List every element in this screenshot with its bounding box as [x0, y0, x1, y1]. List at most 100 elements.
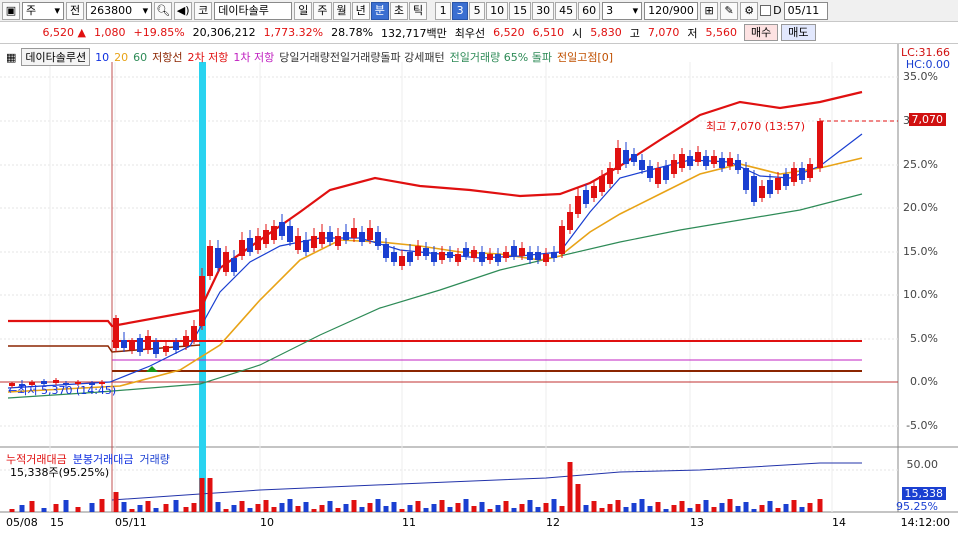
volume-bar [207, 478, 213, 512]
candle [743, 168, 749, 190]
candle [383, 244, 389, 258]
candle [255, 236, 261, 250]
volume-bar [351, 500, 357, 512]
sell-button[interactable]: 매도 [781, 24, 816, 41]
chart-menu-icon[interactable]: ▣ [2, 1, 20, 20]
volume-bar [63, 500, 69, 512]
speaker-icon[interactable]: ◀) [174, 1, 193, 20]
stock-name-field[interactable]: 데이타솔루 [214, 1, 293, 20]
volume-bar [567, 462, 573, 512]
candle [121, 340, 127, 348]
lc-value: LC:31.66 [900, 46, 950, 59]
search-icon[interactable]: 🔍︎ [154, 1, 173, 20]
volume-bar [359, 507, 365, 512]
buy-button[interactable]: 매수 [744, 24, 779, 41]
legend-ma20: 20 [114, 50, 129, 64]
candle [551, 252, 557, 258]
volume-bar [671, 505, 677, 512]
candle [391, 252, 397, 262]
candle [663, 166, 669, 180]
candles [9, 118, 823, 389]
candle [163, 346, 169, 352]
legend-icon[interactable]: ▦ [6, 50, 17, 64]
count-field[interactable]: 120/900 [644, 1, 699, 20]
volume-bar [343, 504, 349, 512]
period-tab-4[interactable]: 분 [370, 1, 389, 20]
volume-bar [463, 499, 469, 512]
x-tick-label: 13 [690, 516, 704, 529]
volume-bar [783, 504, 789, 512]
x-tick-label: 05/08 [6, 516, 38, 529]
period-tab-5[interactable]: 초 [389, 1, 408, 20]
interval-tab-45[interactable]: 45 [555, 1, 578, 20]
volume-bar [191, 503, 197, 512]
candle [703, 156, 709, 166]
volume-bar [327, 501, 333, 512]
x-tick-label: 14 [832, 516, 846, 529]
market2-button[interactable]: 코 [194, 1, 213, 20]
code-input[interactable]: 263800 ▾ [86, 1, 153, 20]
candle [375, 232, 381, 246]
candle [29, 382, 35, 385]
legend-prev-vol: 전일거래량 65% 돌파 [449, 51, 552, 64]
period-tab-2[interactable]: 월 [332, 1, 351, 20]
settings-icon[interactable]: ⚙ [740, 1, 759, 20]
candle [263, 230, 269, 244]
date-checkbox[interactable] [760, 5, 772, 16]
draw-icon[interactable]: ✎ [720, 1, 739, 20]
buy-signal-arrow [146, 366, 158, 372]
volume-bar [455, 503, 461, 512]
chart-legend: ▦ 데이타솔루션 10 20 60 저항선 2차 저항 1차 저항 당일거래량전… [6, 48, 613, 66]
candle [19, 384, 25, 386]
volume-bar [479, 502, 485, 512]
volume-bar [495, 505, 501, 512]
low-label: 저 [687, 26, 698, 40]
interval-tab-1[interactable]: 1 [435, 1, 452, 20]
count-value: 120/900 [648, 3, 694, 17]
interval-tab-3[interactable]: 3 [452, 1, 469, 20]
stock-name-value: 데이타솔루 [218, 3, 269, 17]
period-tab-3[interactable]: 년 [351, 1, 370, 20]
market-select[interactable]: 주 ▾ [22, 1, 64, 20]
volume-bar [263, 500, 269, 512]
volume-bar [121, 502, 127, 512]
candle [759, 186, 765, 198]
period-tab-0[interactable]: 일 [294, 1, 313, 20]
candle [247, 238, 253, 252]
interval-tab-5[interactable]: 5 [469, 1, 486, 20]
volume-bar [129, 509, 135, 512]
candle [591, 186, 597, 198]
grid-icon[interactable]: ⊞ [700, 1, 719, 20]
volume-bar [407, 505, 413, 512]
volume-bar [271, 507, 277, 512]
mode-button[interactable]: 전 [66, 1, 85, 20]
interval-tab-15[interactable]: 15 [509, 1, 532, 20]
volume-bar [647, 506, 653, 512]
candle [407, 252, 413, 262]
period-tab-1[interactable]: 주 [313, 1, 332, 20]
candle [327, 232, 333, 242]
volume-bar [679, 501, 685, 512]
interval-tab-10[interactable]: 10 [486, 1, 509, 20]
legend-stock-name[interactable]: 데이타솔루션 [21, 48, 91, 66]
volume-bar [711, 507, 717, 512]
current-price-tag: 7,070 [908, 113, 946, 126]
date-field[interactable]: 05/11 [783, 1, 828, 20]
candle [751, 176, 757, 202]
candle [173, 342, 179, 350]
volume-bar [471, 506, 477, 512]
candlestick-chart[interactable] [0, 44, 958, 537]
interval-tab-60[interactable]: 60 [578, 1, 601, 20]
interval-select[interactable]: 3 ▾ [602, 1, 643, 20]
candle [535, 252, 541, 260]
legend-res2: 2차 저항 [187, 51, 229, 64]
candle [775, 178, 781, 190]
volume-bar [247, 508, 253, 512]
quote-bar: 6,520 ▲ 1,080 +19.85% 20,306,212 1,773.3… [0, 22, 958, 44]
volume-bar [703, 500, 709, 512]
candle [279, 222, 285, 236]
interval-tab-30[interactable]: 30 [532, 1, 555, 20]
y-tick-label: -5.0% [906, 419, 938, 432]
volume-bar [53, 504, 59, 512]
period-tab-6[interactable]: 틱 [409, 1, 428, 20]
